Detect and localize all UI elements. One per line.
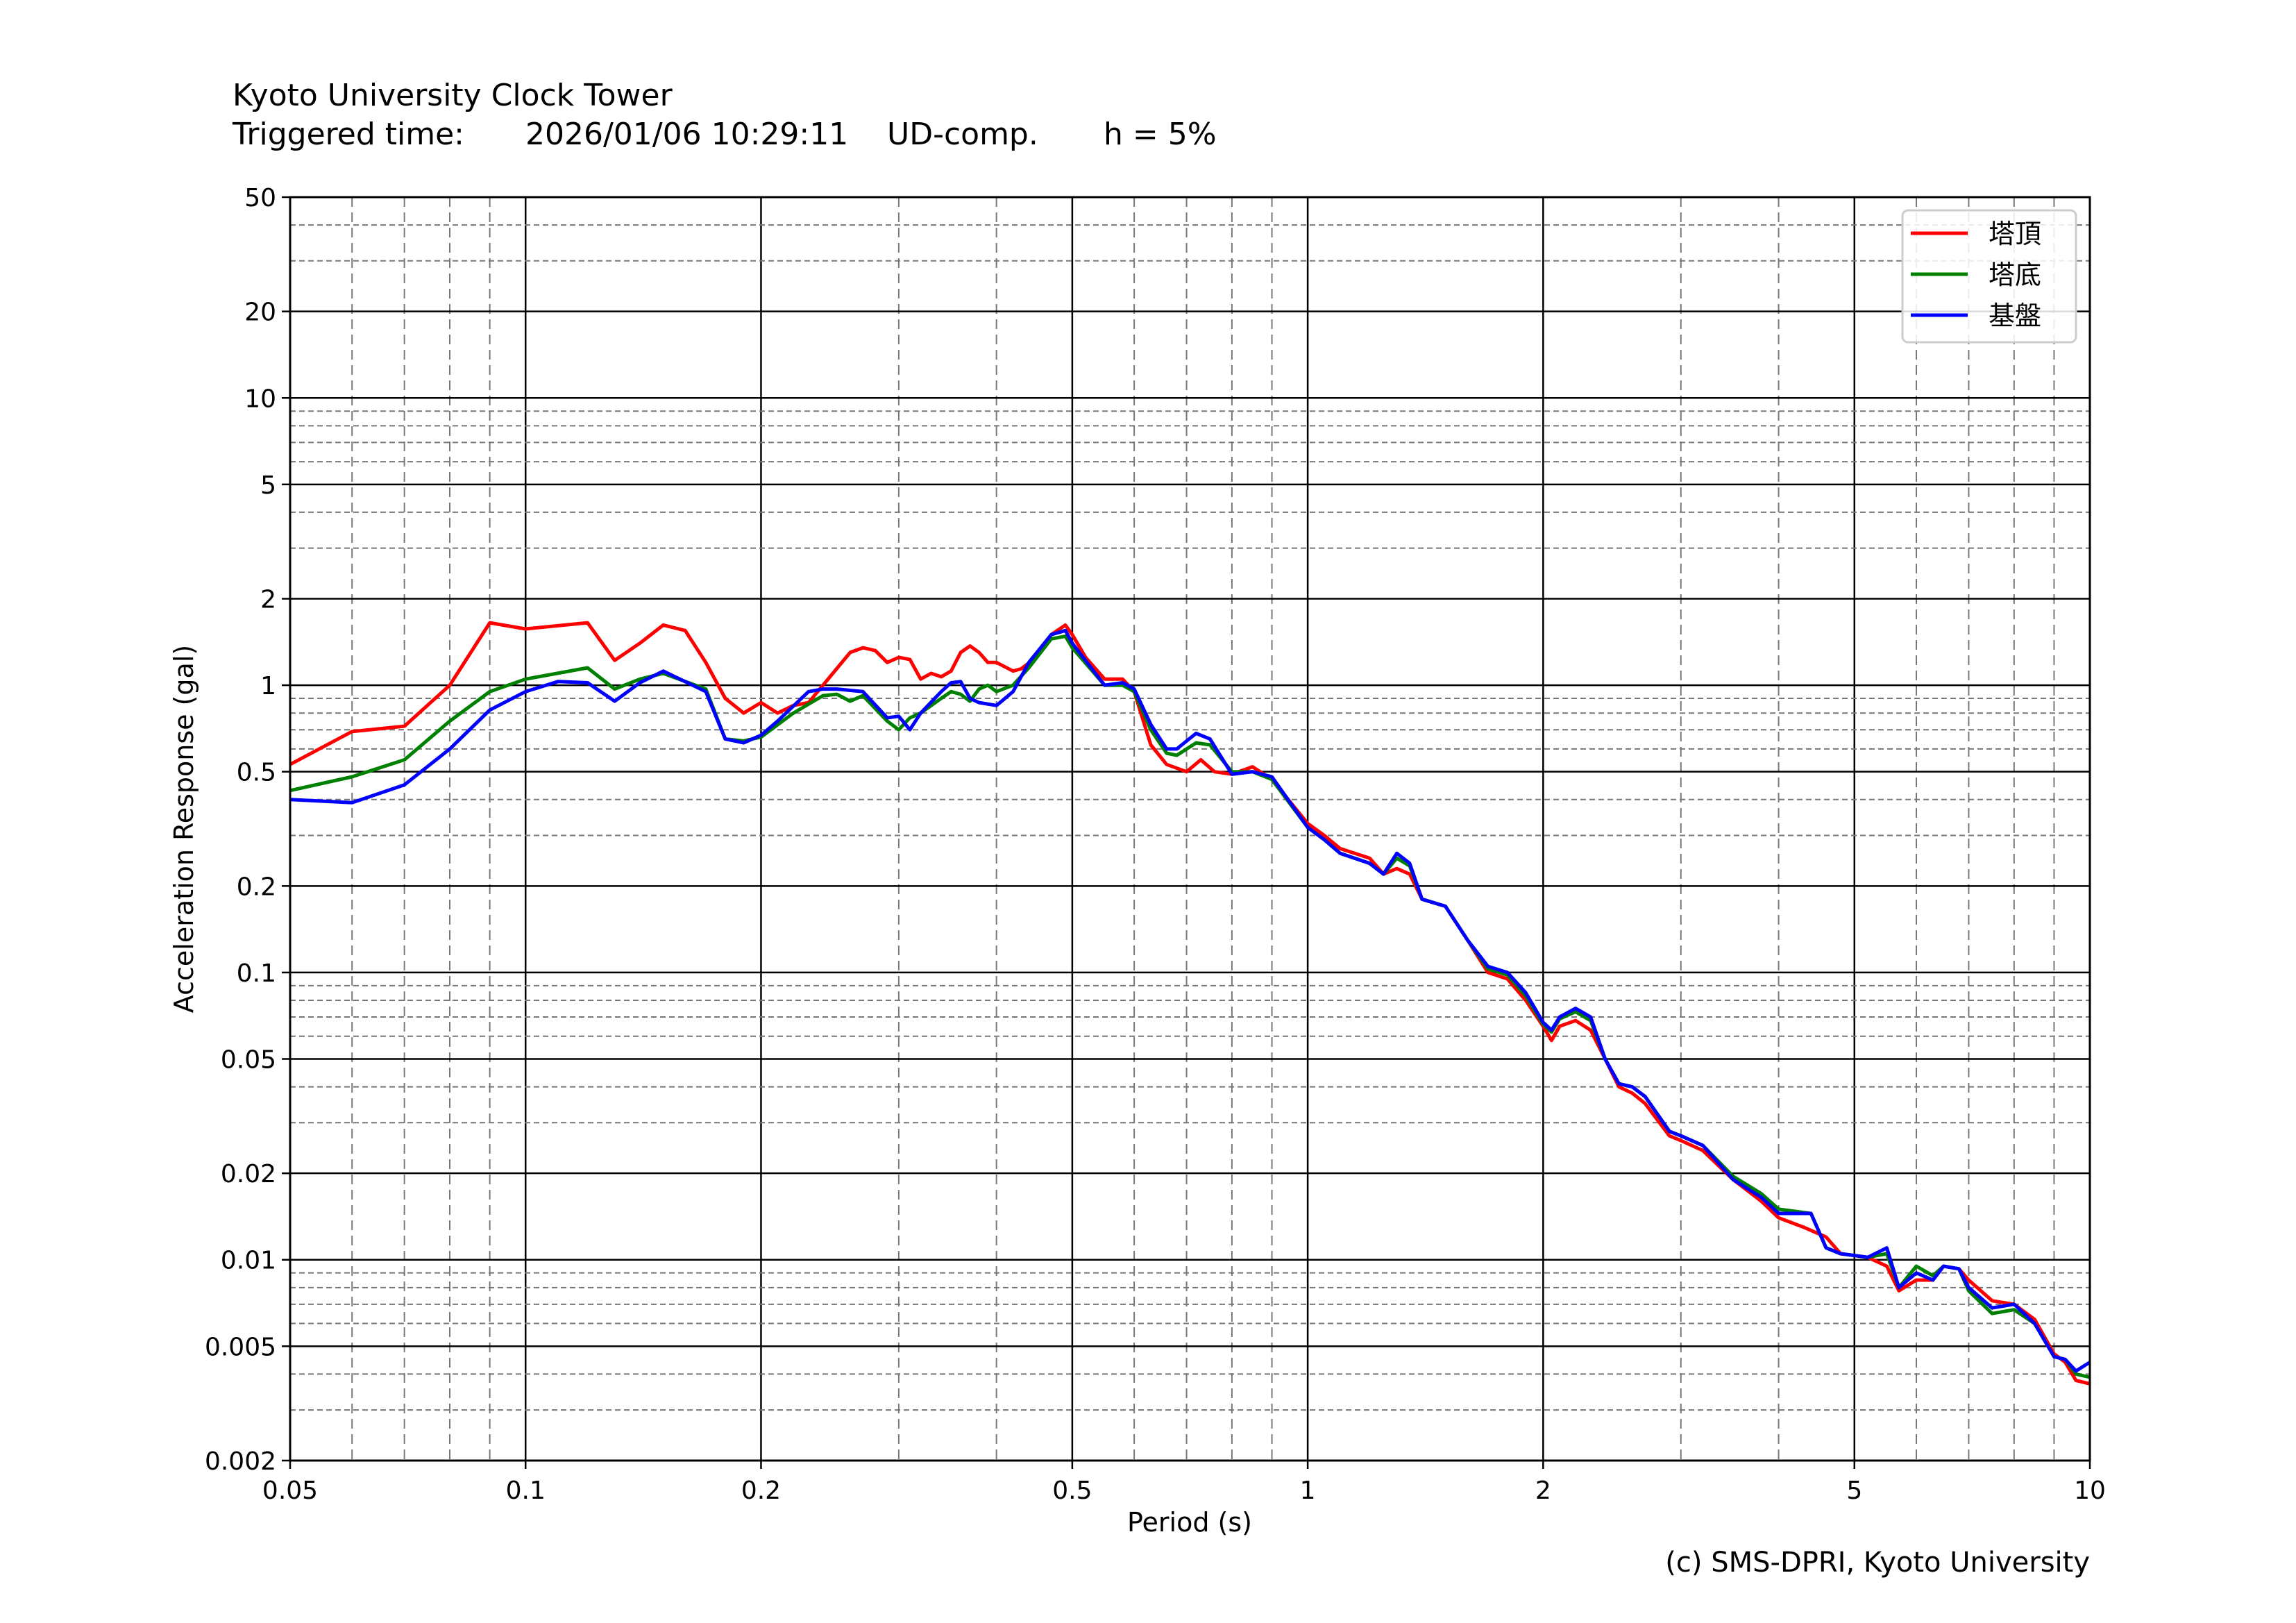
trigger-time: 2026/01/06 10:29:11: [525, 117, 848, 152]
series-line-2: [289, 634, 2091, 1379]
y-tick-label: 20: [244, 298, 276, 327]
legend-label-3: 基盤: [1989, 301, 2041, 331]
x-tick-label: 0.5: [1052, 1477, 1092, 1505]
y-tick-label: 10: [244, 385, 276, 413]
x-tick-label: 0.2: [741, 1477, 781, 1505]
grid-lines: [289, 196, 2091, 1462]
x-tick-label: 1: [1300, 1477, 1316, 1505]
x-tick-label: 0.1: [506, 1477, 546, 1505]
damping-label: h = 5%: [1104, 117, 1217, 152]
y-tick-label: 0.005: [205, 1333, 276, 1361]
x-tick-label: 0.05: [262, 1477, 318, 1505]
axis-ticks: 0.05 0.1 0.2 0.5 1 2 5 10 0.002 0.005 0.01 0.02 0.05…: [205, 184, 2106, 1505]
y-tick-label: 0.01: [221, 1247, 276, 1275]
x-axis-label: Period (s): [1127, 1507, 1252, 1538]
series-line-3: [289, 628, 2091, 1373]
y-tick-label: 0.02: [221, 1160, 276, 1188]
credit-text: (c) SMS-DPRI, Kyoto University: [1665, 1547, 2090, 1579]
x-tick-label: 2: [1535, 1477, 1551, 1505]
y-tick-label: 0.5: [237, 759, 276, 787]
y-tick-label: 0.002: [205, 1447, 276, 1476]
y-tick-label: 50: [244, 184, 276, 212]
trigger-label: Triggered time:: [232, 117, 464, 152]
chart-title: Kyoto University Clock Tower: [233, 78, 673, 113]
x-tick-label: 10: [2074, 1477, 2106, 1505]
y-tick-label: 0.2: [237, 873, 276, 901]
legend-label-2: 塔底: [1989, 260, 2041, 290]
legend-box: [1901, 209, 2077, 344]
y-tick-label: 5: [260, 471, 276, 500]
series-lines: [289, 621, 2091, 1386]
y-tick-label: 1: [260, 672, 276, 700]
y-tick-label: 0.1: [237, 959, 276, 988]
x-tick-label: 5: [1846, 1477, 1862, 1505]
plot-frame: [289, 196, 2091, 1462]
y-axis-label: Acceleration Response (gal): [169, 645, 199, 1013]
y-tick-label: 2: [260, 586, 276, 614]
component-label: UD-comp.: [887, 117, 1038, 152]
y-tick-label: 0.05: [221, 1045, 276, 1074]
legend-label-1: 塔頂: [1989, 219, 2041, 249]
